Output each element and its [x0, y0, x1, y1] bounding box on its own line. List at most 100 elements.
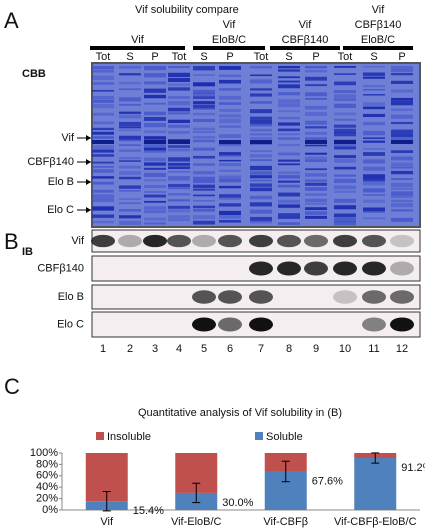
gel-band	[305, 207, 327, 211]
gel-band	[305, 159, 327, 162]
blot-band	[333, 234, 357, 248]
gel-band	[250, 74, 272, 77]
gel-band	[363, 182, 385, 186]
gel-band	[278, 128, 300, 132]
gel-band	[92, 95, 114, 100]
gel-band	[305, 182, 327, 186]
gel-band	[119, 139, 141, 142]
blot-band	[333, 261, 357, 276]
gel-band	[92, 145, 114, 150]
gel-band	[193, 215, 215, 219]
gel-band	[250, 128, 272, 132]
gel-band	[193, 92, 215, 97]
gel-band	[391, 196, 413, 199]
gel-band	[278, 152, 300, 156]
group-label: CBFβ140	[355, 19, 402, 31]
blot-band	[362, 317, 386, 332]
gel-band	[334, 90, 356, 94]
blot-band	[390, 261, 414, 276]
gel-band	[144, 136, 166, 140]
gel-band	[391, 191, 413, 196]
gel-band	[250, 88, 272, 91]
gel-band	[144, 222, 166, 225]
blot-band	[304, 234, 328, 248]
lane-label: S	[200, 51, 207, 63]
lane-label: P	[151, 51, 158, 63]
gel-band	[278, 143, 300, 147]
gel-band	[144, 179, 166, 182]
group-bar	[270, 46, 340, 50]
gel-band	[363, 194, 385, 196]
blot-band	[192, 234, 216, 248]
gel-band	[168, 218, 190, 222]
gel-band	[144, 191, 166, 193]
gel-band	[119, 209, 141, 212]
gel-band	[219, 118, 241, 124]
gel-band	[278, 99, 300, 103]
lane-number: 6	[227, 343, 233, 355]
lane-number: 10	[339, 343, 351, 355]
gel-band	[363, 113, 385, 118]
gel-band	[278, 159, 300, 162]
gel-band	[92, 189, 114, 193]
gel-band	[168, 107, 190, 112]
gel-band	[334, 158, 356, 163]
gel-band	[391, 182, 413, 187]
value-label: 67.6%	[312, 475, 343, 487]
gel-band	[193, 136, 215, 139]
gel-band	[305, 140, 327, 144]
gel-band	[92, 75, 114, 80]
gel-band	[119, 160, 141, 162]
gel-band	[334, 140, 356, 144]
blot-band	[249, 317, 273, 332]
gel-band	[92, 140, 114, 144]
gel-band	[92, 206, 114, 211]
gel-band	[250, 116, 272, 120]
legend-swatch	[255, 432, 263, 440]
blot-band	[192, 290, 216, 304]
gel-band	[92, 198, 114, 202]
gel-band	[144, 81, 166, 85]
gel-band	[168, 78, 190, 82]
gel-band	[250, 150, 272, 153]
gel-band	[250, 209, 272, 214]
gel-band	[391, 170, 413, 175]
gel-band	[193, 194, 215, 197]
legend-swatch	[96, 432, 104, 440]
gel-band	[193, 104, 215, 109]
gel-band	[278, 192, 300, 197]
gel-band	[363, 140, 385, 143]
gel-band	[219, 159, 241, 162]
gel-band	[391, 162, 413, 167]
blot-band	[167, 234, 191, 248]
lane-number: 11	[368, 343, 379, 355]
gel-band	[305, 131, 327, 135]
value-label: 91.2%	[401, 462, 425, 474]
gel-band	[92, 194, 114, 199]
blot-band	[143, 234, 167, 248]
group-label: Vif	[299, 19, 313, 31]
gel-band	[305, 97, 327, 100]
gel-band	[334, 185, 356, 190]
gel-band	[219, 220, 241, 223]
group-label: EloB/C	[212, 34, 246, 46]
gel-band	[168, 176, 190, 181]
gel-band	[168, 157, 190, 162]
panel-label: A	[4, 8, 19, 33]
gel-band	[305, 179, 327, 182]
lane-number: 5	[201, 343, 207, 355]
gel-band	[92, 131, 114, 135]
gel-band	[219, 88, 241, 91]
gel-band	[363, 152, 385, 156]
blot-band	[333, 290, 357, 304]
stain-label: IB	[22, 246, 33, 258]
gel-band	[250, 79, 272, 84]
gel-band	[219, 178, 241, 183]
gel-band	[119, 88, 141, 91]
gel-band	[92, 121, 114, 125]
gel-band	[278, 163, 300, 166]
gel-band	[144, 94, 166, 99]
gel-band	[278, 180, 300, 183]
gel-band	[92, 112, 114, 116]
gel-band	[119, 66, 141, 69]
